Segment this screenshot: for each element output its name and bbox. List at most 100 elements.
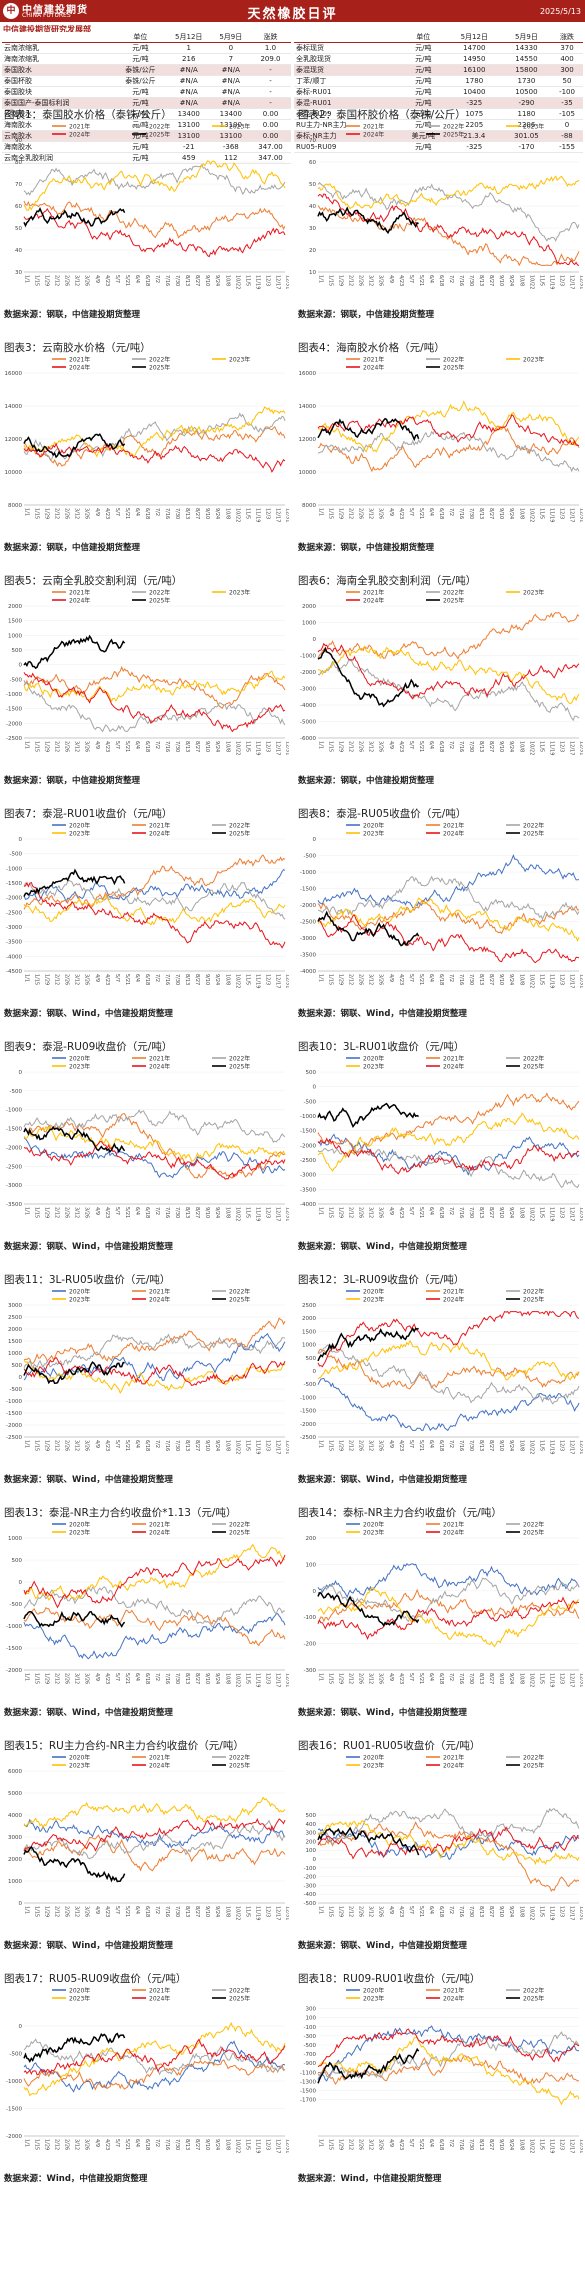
series-line-2022 <box>317 428 580 473</box>
table-row: 海南胶水 元/吨 -21 -368 347.00 <box>2 141 291 153</box>
legend-label: 2020年 <box>363 1055 384 1063</box>
x-tick-label: 12/17 <box>274 1207 280 1221</box>
x-tick-label: 11/5 <box>538 1207 544 1218</box>
x-tick-label: 2/12 <box>348 275 354 286</box>
y-tick-label: -900 <box>304 2061 317 2067</box>
table-row: 云南胶水 元/吨 13100 13100 0.00 <box>2 130 291 142</box>
legend-label: 2023年 <box>363 830 384 838</box>
y-tick-label: 1000 <box>8 1536 22 1542</box>
y-tick-label: -2500 <box>6 910 22 916</box>
legend-label: 2023年 <box>69 1995 90 2003</box>
x-tick-label: 11/19 <box>548 1207 554 1221</box>
x-tick-label: 11/5 <box>538 741 544 752</box>
legend-label: 2024年 <box>443 1296 464 1304</box>
legend-label: 2024年 <box>443 1762 464 1770</box>
y-tick-label: -1500 <box>300 1409 316 1415</box>
x-tick-label: 1/15 <box>328 974 334 985</box>
x-tick-label: 5/7 <box>408 974 414 982</box>
y-tick-label: 100 <box>306 2016 317 2022</box>
x-tick-label: 1/1 <box>24 1440 30 1448</box>
x-tick-label: 12/31 <box>285 974 290 988</box>
series-line-2024 <box>23 881 286 949</box>
legend-label: 2020年 <box>69 1521 90 1529</box>
table-row: 泰标-RU01 元/吨 10400 10500 -100 <box>294 86 583 98</box>
legend-label: 2021年 <box>149 822 170 830</box>
table-cell: #N/A <box>165 64 212 76</box>
y-tick-label: -300 <box>304 1668 317 1674</box>
x-tick-label: 10/22 <box>234 275 240 289</box>
x-tick-label: 2/12 <box>54 508 60 519</box>
y-tick-label: 30 <box>309 226 316 232</box>
table-cell: #N/A <box>211 75 250 87</box>
series-line-2024 <box>23 1356 286 1386</box>
x-tick-label: 12/3 <box>558 1207 564 1218</box>
x-tick-label: 7/16 <box>164 1207 170 1218</box>
series-line-2022 <box>317 1807 580 1846</box>
x-tick-label: 7/16 <box>164 508 170 519</box>
x-tick-label: 11/5 <box>244 275 250 286</box>
x-tick-label: 8/13 <box>184 2139 190 2150</box>
series-line-2022 <box>23 1333 286 1370</box>
x-tick-label: 12/31 <box>285 1207 290 1221</box>
legend-label: 2025年 <box>523 1762 544 1770</box>
y-tick-label: -3000 <box>300 687 316 693</box>
x-tick-label: 12/3 <box>264 1906 270 1917</box>
table-cell: -325 <box>446 141 502 153</box>
chart-source: 数据来源：Wind，中信建投期货整理 <box>4 2174 148 2184</box>
x-tick-label: 7/30 <box>468 2139 474 2150</box>
x-tick-label: 7/16 <box>458 1906 464 1917</box>
y-tick-label: 1000 <box>8 1351 22 1357</box>
x-tick-label: 7/30 <box>468 1906 474 1917</box>
series-line-2022 <box>317 659 580 722</box>
x-tick-label: 3/26 <box>378 1906 384 1917</box>
table-cell: 元/吨 <box>399 86 447 98</box>
table-cell: 元/吨 <box>115 97 166 109</box>
x-tick-label: 7/2 <box>154 275 160 283</box>
series-line-2025 <box>317 206 419 235</box>
legend-label: 2023年 <box>229 123 250 131</box>
legend-label: 2023年 <box>69 1762 90 1770</box>
x-tick-label: 5/21 <box>124 1440 130 1451</box>
x-tick-label: 7/2 <box>448 974 454 982</box>
x-tick-label: 2/12 <box>348 1906 354 1917</box>
x-tick-label: 9/24 <box>508 2139 514 2150</box>
series-line-2023 <box>23 1359 286 1394</box>
x-tick-label: 6/4 <box>134 1207 140 1215</box>
x-tick-label: 4/23 <box>398 1906 404 1917</box>
table-cell: 元/吨 <box>115 53 166 65</box>
y-tick-label: -2000 <box>6 1145 22 1151</box>
y-tick-label: -3500 <box>6 940 22 946</box>
y-tick-label: -1500 <box>6 1646 22 1652</box>
x-tick-label: 12/31 <box>285 1440 290 1454</box>
y-tick-label: 0 <box>19 2024 23 2030</box>
report-header: 中 中信建投期货 CHINA FUTURES 天然橡胶日评 2025/5/13 <box>0 0 585 22</box>
y-tick-label: 50 <box>15 226 22 232</box>
table-cell: 0.00 <box>249 130 291 142</box>
legend-label: 2021年 <box>149 1521 170 1529</box>
x-tick-label: 6/4 <box>428 275 434 283</box>
legend-label: 2022年 <box>523 822 544 830</box>
legend-label: 2020年 <box>363 1288 384 1296</box>
legend-label: 2025年 <box>443 364 464 372</box>
y-tick-label: 3000 <box>8 1303 22 1309</box>
y-tick-label: -3000 <box>6 1183 22 1189</box>
x-tick-label: 12/3 <box>264 974 270 985</box>
x-tick-label: 12/3 <box>264 275 270 286</box>
y-tick-label: 40 <box>309 204 316 210</box>
x-tick-label: 11/19 <box>548 508 554 522</box>
col-name <box>294 32 400 43</box>
x-tick-label: 2/26 <box>358 275 364 286</box>
x-tick-label: 4/9 <box>388 2139 394 2147</box>
y-tick-label: 200 <box>306 1536 317 1542</box>
x-tick-label: 1/1 <box>318 1207 324 1215</box>
series-line-2025 <box>23 207 126 228</box>
x-tick-label: 2/26 <box>358 2139 364 2150</box>
x-tick-label: 9/24 <box>508 1906 514 1917</box>
table-cell: -35 <box>551 97 583 109</box>
legend-label: 2024年 <box>363 131 384 139</box>
x-tick-label: 6/18 <box>144 1207 150 1218</box>
x-tick-label: 12/3 <box>264 741 270 752</box>
table-cell: 13100 <box>165 130 212 142</box>
legend-label: 2024年 <box>443 1063 464 1071</box>
x-tick-label: 2/12 <box>54 974 60 985</box>
